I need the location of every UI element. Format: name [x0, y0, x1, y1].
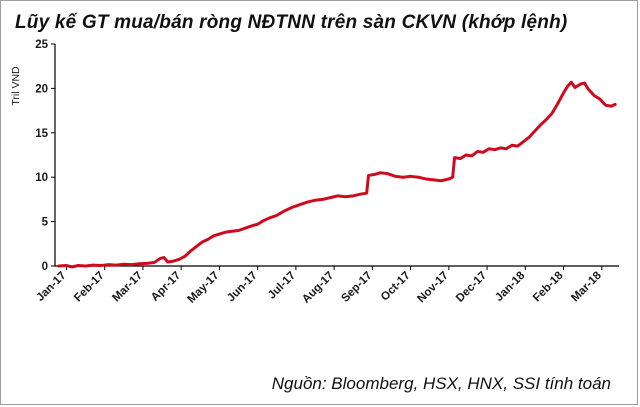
svg-text:Oct-17: Oct-17 [379, 270, 413, 304]
svg-text:Tril VND: Tril VND [10, 66, 22, 106]
svg-text:Jan-18: Jan-18 [493, 269, 528, 304]
svg-text:Jun-17: Jun-17 [225, 270, 260, 305]
svg-text:Aug-17: Aug-17 [300, 270, 336, 306]
svg-text:Mar-17: Mar-17 [110, 270, 145, 305]
svg-text:10: 10 [35, 172, 48, 184]
svg-text:Jan-17: Jan-17 [34, 270, 68, 304]
svg-text:Dec-17: Dec-17 [454, 270, 489, 305]
source-note: Nguồn: Bloomberg, HSX, HNX, SSI tính toá… [271, 374, 611, 393]
svg-text:0: 0 [42, 261, 48, 273]
svg-text:Feb-18: Feb-18 [531, 269, 566, 304]
chart-title: Lũy kế GT mua/bán ròng NĐTNN trên sàn CK… [15, 12, 568, 33]
svg-text:Apr-17: Apr-17 [149, 270, 183, 304]
svg-text:Nov-17: Nov-17 [415, 270, 451, 306]
svg-text:25: 25 [35, 39, 48, 51]
svg-text:Jul-17: Jul-17 [266, 270, 298, 302]
line-chart-svg: 0 5 10 15 20 25 Jan-17 Feb-17 Mar-17 Apr-17 May-17… [10, 39, 619, 306]
svg-text:May-17: May-17 [185, 270, 221, 306]
svg-text:Sep-17: Sep-17 [339, 270, 374, 305]
svg-text:5: 5 [42, 217, 49, 229]
svg-text:Feb-17: Feb-17 [72, 270, 107, 305]
svg-text:15: 15 [35, 128, 48, 140]
chart-area: 0 5 10 15 20 25 Jan-17 Feb-17 Mar-17 Apr-17 May-17… [1, 34, 637, 374]
svg-text:Mar-18: Mar-18 [569, 269, 604, 304]
svg-text:20: 20 [35, 83, 48, 95]
